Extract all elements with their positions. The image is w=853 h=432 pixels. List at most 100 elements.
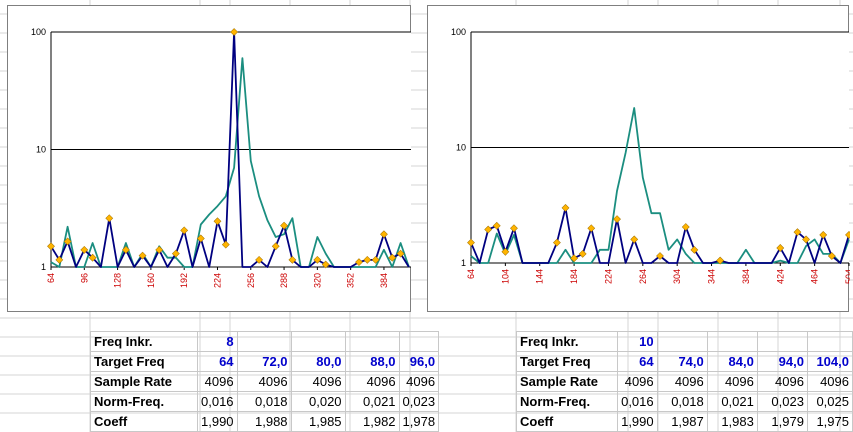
chart-right[interactable]: 1 10 100 64 104 144 184 224 264 304 344 384 424 464 50…: [427, 5, 850, 312]
chart-right-x-tick-label: 504: [844, 269, 850, 284]
table-cell[interactable]: 0,018: [236, 391, 292, 412]
chart-left-series-2-point: [47, 242, 55, 251]
chart-left-series-2-point: [321, 260, 330, 269]
table-cell[interactable]: 4096: [756, 371, 808, 392]
chart-left-series-2-point: [196, 234, 205, 243]
chart-right-series-2-point: [510, 224, 518, 233]
chart-right-x-tick-label: 104: [500, 269, 510, 284]
table-cell[interactable]: 88,0: [344, 351, 400, 372]
table-cell[interactable]: 4096: [236, 371, 292, 392]
chart-right-x-tick-label: 144: [535, 269, 545, 284]
table-cell[interactable]: 4096: [197, 371, 238, 392]
table-cell[interactable]: 84,0: [706, 351, 758, 372]
chart-right-y-tick-label: 10: [456, 143, 466, 153]
chart-right-x-tick-label: 304: [672, 269, 682, 284]
chart-left[interactable]: 1 10 100 64 96 128 160 192 224 256 288 320 352 384: [7, 5, 411, 312]
table-cell[interactable]: 72,0: [236, 351, 292, 372]
table-cell[interactable]: 4096: [344, 371, 400, 392]
table-cell[interactable]: 1,983: [706, 411, 758, 432]
table-row: Sample Rate 4096 4096 4096 4096 4096: [90, 371, 440, 392]
chart-left-series-2-point: [171, 249, 180, 258]
table-cell[interactable]: [236, 331, 292, 352]
row-label[interactable]: Target Freq: [90, 351, 198, 372]
table-cell[interactable]: 4096: [806, 371, 853, 392]
table-cell[interactable]: 94,0: [756, 351, 808, 372]
table-cell[interactable]: 4096: [656, 371, 708, 392]
table-cell[interactable]: [344, 331, 400, 352]
table-cell[interactable]: [756, 331, 808, 352]
table-cell[interactable]: 74,0: [656, 351, 708, 372]
chart-left-series-2-point: [180, 226, 189, 235]
row-label[interactable]: Norm-Freq.: [90, 391, 198, 412]
params-table-left: Freq Inkr. 8 Target Freq 64 72,0 80,0 88,0 96,0…: [90, 331, 440, 432]
table-cell[interactable]: 1,985: [290, 411, 346, 432]
chart-right-series-2-point: [578, 249, 587, 258]
row-label[interactable]: Target Freq: [515, 351, 619, 372]
table-cell[interactable]: 1,990: [617, 411, 658, 432]
chart-right-x-tick-label: 224: [603, 269, 613, 284]
chart-left-x-tick-label: 160: [146, 273, 156, 288]
row-label[interactable]: Sample Rate: [90, 371, 198, 392]
chart-right-x-tick-label: 424: [775, 269, 785, 284]
table-cell[interactable]: 1,988: [236, 411, 292, 432]
chart-left-series-2-point: [288, 255, 297, 264]
table-row: Target Freq 64 72,0 80,0 88,0 96,0: [90, 351, 440, 372]
chart-right-series-2-point: [827, 252, 836, 260]
table-cell[interactable]: 0,023: [756, 391, 808, 412]
table-cell[interactable]: 1,975: [806, 411, 853, 432]
table-row: Freq Inkr. 8: [90, 331, 440, 352]
row-label[interactable]: Freq Inkr.: [90, 331, 198, 352]
table-cell[interactable]: 10: [617, 331, 658, 352]
chart-left-series-2-point: [63, 237, 72, 246]
row-label[interactable]: Sample Rate: [515, 371, 619, 392]
table-row: Norm-Freq. 0,016 0,018 0,021 0,023 0,025: [515, 391, 853, 412]
table-cell[interactable]: [656, 331, 708, 352]
table-cell[interactable]: 1,982: [344, 411, 400, 432]
table-cell[interactable]: 96,0: [398, 351, 440, 372]
row-label[interactable]: Coeff: [515, 411, 619, 432]
chart-right-x-tick-label: 384: [741, 269, 751, 284]
chart-left-x-tick-label: 320: [312, 273, 322, 288]
table-cell[interactable]: 4096: [617, 371, 658, 392]
table-cell[interactable]: [290, 331, 346, 352]
row-label[interactable]: Freq Inkr.: [515, 331, 619, 352]
table-cell[interactable]: 0,016: [617, 391, 658, 412]
table-row: Sample Rate 4096 4096 4096 4096 4096: [515, 371, 853, 392]
table-cell[interactable]: 0,021: [706, 391, 758, 412]
table-row: Coeff 1,990 1,988 1,985 1,982 1,978: [90, 411, 440, 432]
chart-right-series-2-point: [793, 228, 802, 237]
table-cell[interactable]: 1,990: [197, 411, 238, 432]
chart-left-series-2-point: [271, 242, 280, 251]
table-cell[interactable]: 64: [617, 351, 658, 372]
table-cell[interactable]: 1,979: [756, 411, 808, 432]
chart-left-x-tick-label: 128: [113, 273, 123, 288]
chart-right-series-2-point: [630, 235, 639, 244]
chart-right-series-2-point: [553, 238, 561, 247]
table-cell[interactable]: 104,0: [806, 351, 853, 372]
table-cell[interactable]: 4096: [290, 371, 346, 392]
table-cell[interactable]: 1,987: [656, 411, 708, 432]
table-cell[interactable]: 0,020: [290, 391, 346, 412]
table-cell[interactable]: 0,021: [344, 391, 400, 412]
table-cell[interactable]: 0,025: [806, 391, 853, 412]
table-cell[interactable]: [706, 331, 758, 352]
table-cell[interactable]: 4096: [706, 371, 758, 392]
table-cell[interactable]: 80,0: [290, 351, 346, 372]
chart-right-series-2-point: [656, 252, 664, 260]
chart-right-series-2-point: [802, 235, 810, 244]
chart-right-series-2-point: [467, 238, 475, 247]
chart-right-series-2-point: [561, 204, 570, 212]
table-cell[interactable]: 0,023: [398, 391, 440, 412]
row-label[interactable]: Coeff: [90, 411, 198, 432]
table-cell[interactable]: 0,016: [197, 391, 238, 412]
chart-left-y-tick-label: 1: [41, 262, 46, 272]
table-cell[interactable]: [398, 331, 440, 352]
row-label[interactable]: Norm-Freq.: [515, 391, 619, 412]
table-cell[interactable]: 8: [197, 331, 238, 352]
chart-right-series-2-point: [484, 225, 493, 234]
table-cell[interactable]: 0,018: [656, 391, 708, 412]
table-cell[interactable]: 1,978: [398, 411, 440, 432]
table-cell[interactable]: [806, 331, 853, 352]
table-cell[interactable]: 64: [197, 351, 238, 372]
table-cell[interactable]: 4096: [398, 371, 440, 392]
